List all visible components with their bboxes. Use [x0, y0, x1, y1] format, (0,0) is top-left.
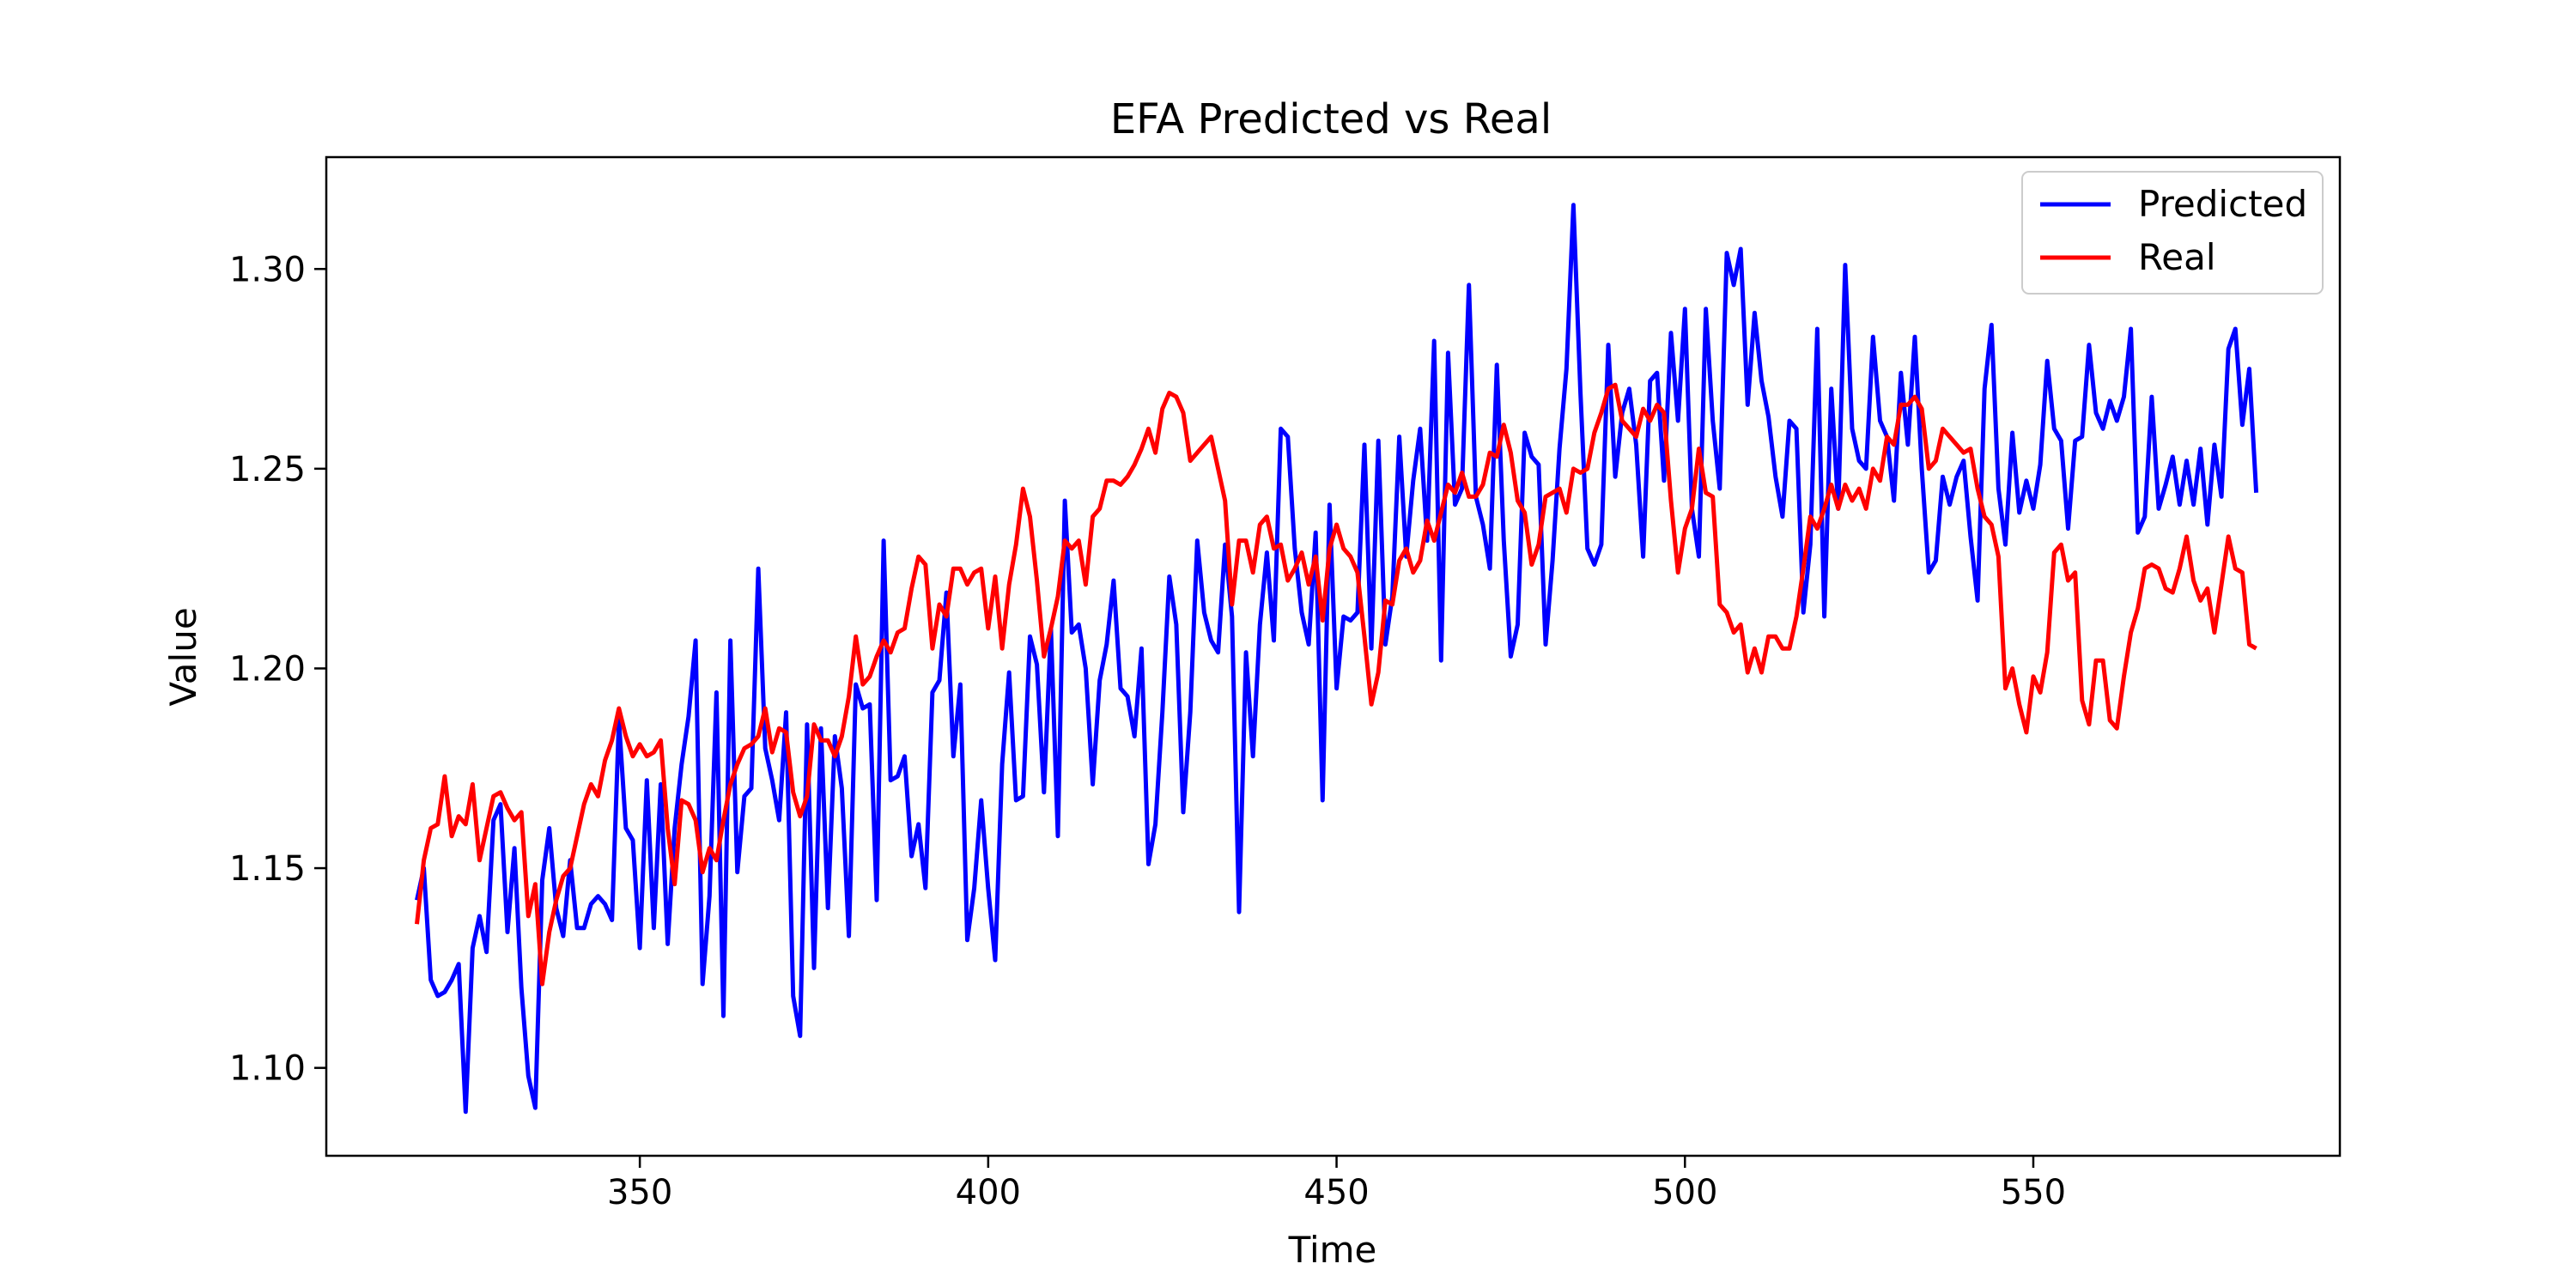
y-tick-label: 1.30 — [229, 250, 306, 289]
x-tick-label: 400 — [956, 1173, 1021, 1212]
x-tick-label: 450 — [1303, 1173, 1369, 1212]
y-tick-label: 1.15 — [229, 849, 306, 889]
series-line-real — [415, 382, 2257, 987]
x-axis-label: Time — [1288, 1229, 1377, 1271]
legend-label-predicted: Predicted — [2138, 183, 2307, 225]
x-tick-label: 350 — [607, 1173, 672, 1212]
series-line-predicted — [415, 203, 2259, 1115]
legend: Predicted Real — [2021, 171, 2324, 295]
y-tick-label: 1.10 — [229, 1049, 306, 1089]
y-tick-label: 1.25 — [229, 450, 306, 489]
chart-title: EFA Predicted vs Real — [1110, 95, 1552, 143]
y-axis-ticks: 1.10 1.15 1.20 1.25 1.30 — [229, 250, 326, 1089]
series-layer — [415, 203, 2259, 1115]
plot-frame — [325, 155, 2342, 1157]
x-tick-label: 550 — [2001, 1173, 2066, 1212]
x-tick-label: 500 — [1652, 1173, 1717, 1212]
legend-label-real: Real — [2138, 236, 2216, 278]
y-axis-label: Value — [162, 607, 204, 706]
x-axis-ticks: 350 400 450 500 550 — [607, 1156, 2066, 1212]
y-tick-label: 1.20 — [229, 649, 306, 689]
